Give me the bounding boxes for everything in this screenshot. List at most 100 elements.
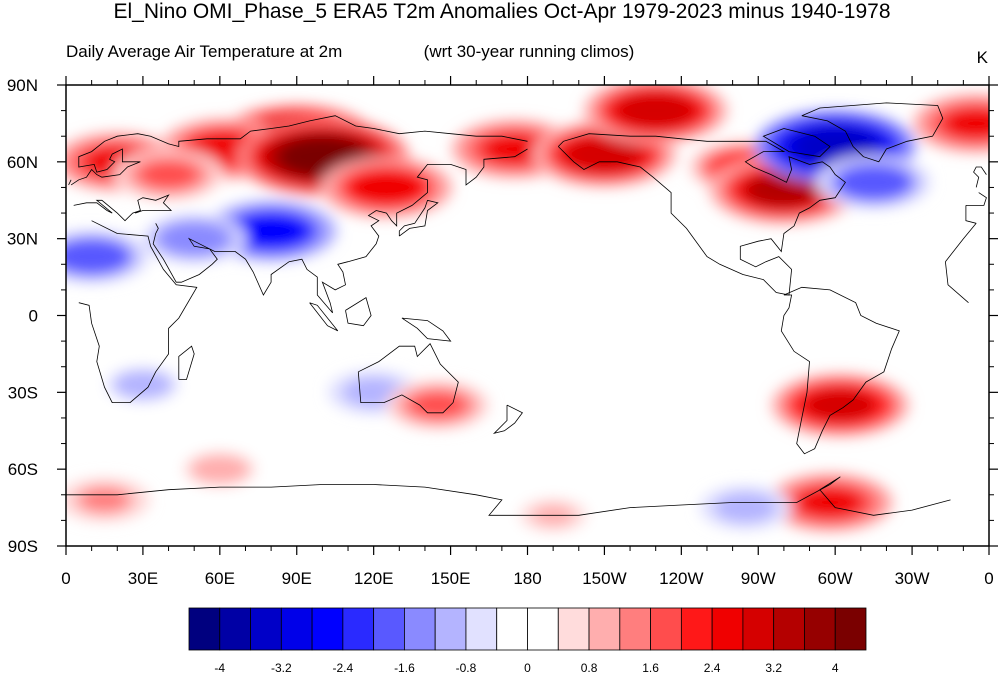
anomaly-region [66,477,151,523]
center-string: (wrt 30-year running climos) [424,42,635,61]
colorbar-swatch [588,607,621,651]
anomaly-region [771,373,910,437]
coastline [178,345,195,380]
colorbar-swatch [496,607,528,651]
coastline [68,179,72,186]
anomaly-contour [482,133,548,165]
anomaly-region [99,363,187,406]
lon-tick-label: 60W [818,569,853,588]
anomaly-region [816,155,932,210]
colorbar-swatch [650,607,682,651]
coastline [357,343,459,414]
anomaly-region [113,148,224,201]
colorbar-swatch [527,607,559,651]
anomaly-contour [844,168,904,197]
colorbar-label: 4 [832,661,839,675]
coastline [762,128,831,158]
lat-tick-label: 90S [8,537,38,556]
anomaly-contour [943,108,989,139]
colorbar-swatch [311,607,344,651]
colorbar-swatch [465,607,498,651]
colorbar-label: -1.6 [394,661,415,675]
colorbar-swatch [434,607,467,651]
coastline [398,199,439,237]
colorbar-label: -3.2 [271,661,292,675]
colorbar-label: -2.4 [333,661,354,675]
colorbar-swatch [342,607,375,651]
units-label: K [977,48,989,67]
lat-tick-label: 0 [29,307,38,326]
coastline [66,484,528,516]
anomaly-contour [197,458,242,480]
coastline [801,102,944,163]
lon-tick-label: 30W [895,569,930,588]
lon-tick-label: 90W [741,569,776,588]
colorbar-label: -0.8 [456,661,477,675]
colorbar-swatch [557,607,590,651]
main-title: El_Nino OMI_Phase_5 ERA5 T2m Anomalies O… [113,0,890,23]
anomaly-region [583,85,728,144]
coastline [965,205,977,224]
coastline [965,192,987,206]
lon-tick-label: 150W [582,569,626,588]
colorbar-swatch [619,607,651,651]
anomaly-contour [66,242,122,271]
colorbar: -4 -3.2 -2.4 -1.6 -0.8 0 0.8 1.6 2.4 3.2 4 [188,607,867,675]
lat-tick-label: 60S [8,460,38,479]
colorbar-swatch [373,607,405,651]
coastline [78,220,198,404]
coastline [973,166,987,188]
coastline [492,404,524,435]
lat-tick-label: 30S [8,383,38,402]
anomaly-contour [804,388,876,422]
colorbar-label: 2.4 [704,661,721,675]
lon-tick-label: 180 [513,569,541,588]
anomaly-region [320,156,453,219]
colorbar-swatch [742,607,775,651]
anomaly-region [142,214,247,264]
anomaly-contour [167,226,221,252]
anomaly-contour [745,172,823,208]
anomaly-region [327,370,420,415]
lon-tick-label: 120E [354,569,394,588]
lon-axis: 0 30E 60E 90E 120E 150E 180 150W 120W 90W 60W 30W 0 [61,76,994,588]
coastline [70,115,528,186]
anomaly-field [66,85,989,536]
anomaly-contour [411,392,465,418]
colorbar-swatch [834,607,867,651]
colorbar-label: 0.8 [581,661,598,675]
colorbar-swatch [250,607,282,651]
coastline [152,148,528,314]
lon-tick-label: 0 [61,569,70,588]
anomaly-contour [797,487,863,518]
coastline [527,476,951,516]
colorbar-label: 3.2 [765,661,782,675]
anomaly-contour [237,215,306,247]
coastline [780,286,900,455]
lon-tick-label: 90E [282,569,312,588]
lon-tick-label: 0 [984,569,993,588]
minor-ticks [61,80,994,551]
coastline [401,317,452,342]
coastline [945,261,969,304]
colorbar-label: -4 [214,661,225,675]
lat-tick-label: 60N [7,153,38,172]
anomaly-region [766,473,894,532]
lon-tick-label: 120W [659,569,703,588]
lon-tick-label: 150E [431,569,471,588]
coastline [945,223,977,262]
lat-tick-label: 30N [7,230,38,249]
anomaly-contour [567,137,642,172]
coastline [345,296,372,327]
lon-tick-label: 30E [128,569,158,588]
anomaly-contour [350,380,398,404]
lat-tick-label: 90N [7,76,38,95]
anomaly-region [385,380,490,430]
lon-tick-label: 60E [205,569,235,588]
coastline [558,133,846,296]
anomaly-region [754,109,916,184]
colorbar-swatch [280,607,313,651]
anomaly-region [699,485,792,530]
left-string: Daily Average Air Temperature at 2m [66,42,342,61]
anomaly-contour [140,161,197,188]
